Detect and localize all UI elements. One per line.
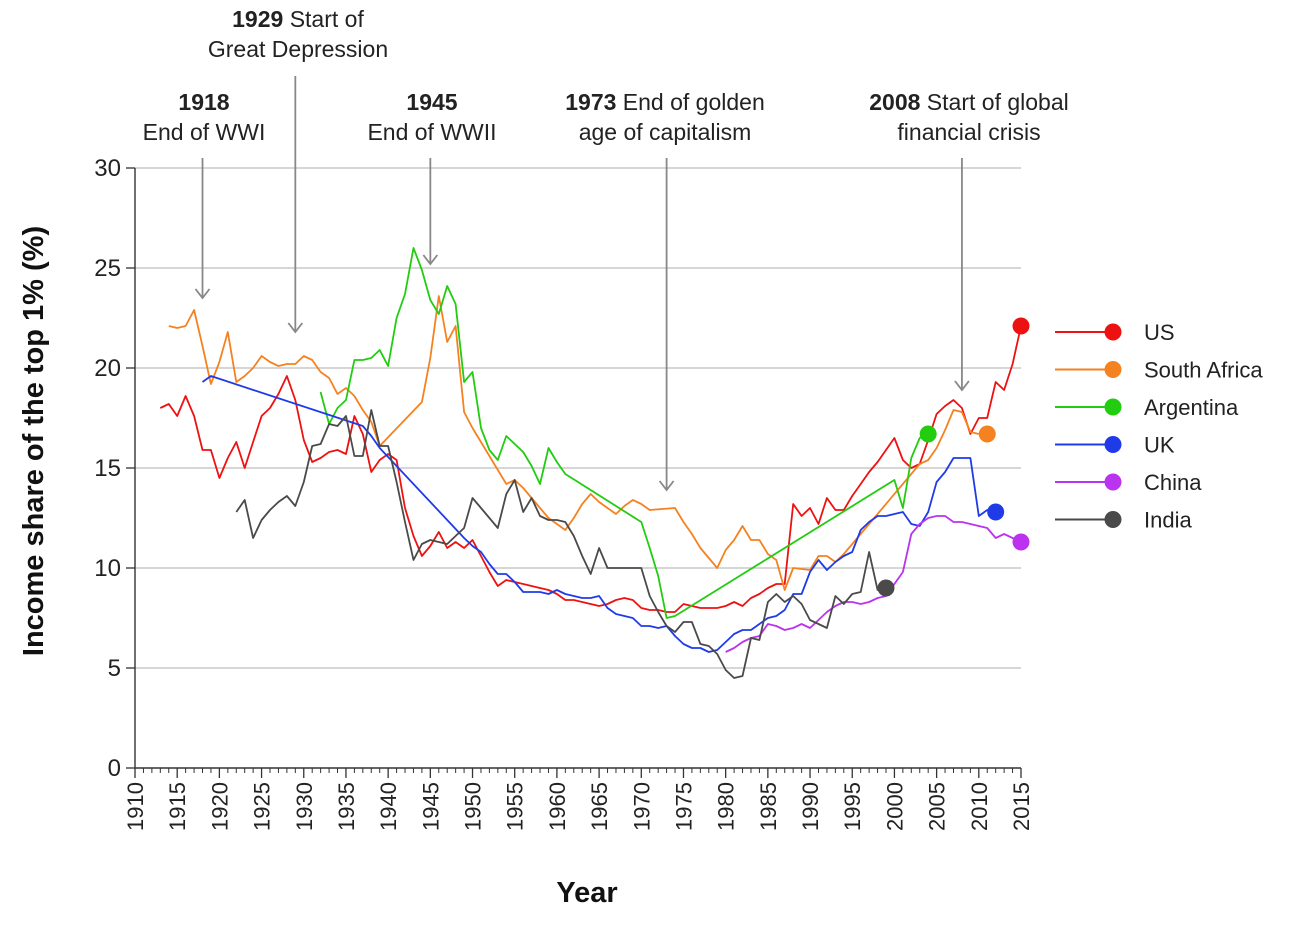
legend-marker-china — [1104, 473, 1122, 491]
series-line-india — [235, 409, 887, 679]
axes: 0 5 10 15 20 25 30 1910 1915 1920 1925 1930 1935 1940… — [94, 155, 1034, 831]
x-tick-label: 1975 — [671, 782, 696, 831]
annotation-arrowhead-1918 — [194, 288, 211, 300]
annotation-sublabel-1918: End of WWI — [143, 119, 266, 145]
x-tick-label: 1930 — [292, 782, 317, 831]
legend-label-argentina: Argentina — [1144, 395, 1239, 420]
x-tick-label: 1920 — [207, 782, 232, 831]
x-tick-label: 1970 — [629, 782, 654, 831]
x-tick-label: 1960 — [545, 782, 570, 831]
x-tick-label: 1935 — [334, 782, 359, 831]
legend-marker-argentina — [1104, 398, 1122, 416]
legend-label-china: China — [1144, 470, 1202, 495]
x-tick-label: 1990 — [798, 782, 823, 831]
x-tick-label: 1995 — [840, 782, 865, 831]
x-axis-label: Year — [556, 877, 617, 909]
series-line-south-africa — [168, 295, 980, 591]
series-line-china — [725, 515, 1022, 653]
legend-label-india: India — [1144, 508, 1192, 533]
y-axis-label: Income share of the top 1% (%) — [18, 226, 50, 656]
legend-marker-uk — [1104, 436, 1122, 453]
x-tick-label: 2005 — [925, 782, 950, 831]
end-marker-uk — [987, 503, 1005, 521]
x-tick-label: 1915 — [165, 782, 190, 831]
x-tick-label: 1955 — [503, 782, 528, 831]
x-tick-label: 1985 — [756, 782, 781, 831]
annotation-label-2008: 2008 Start of global — [869, 89, 1068, 115]
end-marker-south-africa — [978, 425, 996, 443]
x-tick-label: 1980 — [714, 782, 739, 831]
legend-marker-south-africa — [1104, 361, 1122, 378]
annotation-arrowhead-1973 — [658, 480, 675, 492]
legend-marker-india — [1104, 511, 1122, 528]
gridlines — [135, 167, 1021, 669]
series-line-us — [159, 325, 1022, 613]
annotations: 1918 End of WWI 1929 Start of Great Depress… — [143, 6, 1069, 492]
x-tick-label: 2000 — [882, 782, 907, 831]
x-tick-label: 1910 — [123, 782, 148, 831]
x-tick-label: 1925 — [250, 782, 275, 831]
legend-marker-us — [1104, 323, 1122, 341]
x-tick-label: 1950 — [461, 782, 486, 831]
end-marker-argentina — [919, 425, 937, 443]
annotation-sublabel-1929: Great Depression — [208, 36, 388, 62]
annotation-arrowhead-2008 — [954, 380, 970, 392]
x-tick-label: 1940 — [376, 782, 401, 831]
annotation-arrowhead-1945 — [422, 254, 439, 266]
series-lines — [159, 247, 1030, 679]
y-tick-label: 30 — [94, 155, 121, 182]
annotation-label-1945: 1945 — [406, 89, 457, 115]
series-line-uk — [201, 375, 996, 653]
x-tick-label: 2010 — [967, 782, 992, 831]
legend-label-south-africa: South Africa — [1144, 358, 1263, 383]
series-line-argentina — [319, 247, 929, 619]
y-tick-label: 25 — [94, 255, 121, 282]
y-tick-label: 5 — [108, 655, 121, 682]
end-marker-india — [877, 579, 895, 597]
annotation-sublabel-1973: age of capitalism — [579, 119, 752, 145]
annotation-label-1973: 1973 End of golden — [565, 89, 765, 115]
end-marker-us — [1012, 317, 1030, 335]
y-tick-label: 20 — [94, 355, 121, 382]
x-tick-label: 2015 — [1009, 782, 1034, 831]
annotation-arrowhead-1929 — [287, 322, 304, 334]
end-marker-china — [1012, 533, 1030, 551]
legend-label-us: US — [1144, 320, 1175, 345]
legend-label-uk: UK — [1144, 433, 1175, 458]
y-tick-label: 10 — [94, 555, 121, 582]
legend: US South Africa Argentina UK China India — [1055, 320, 1263, 533]
annotation-label-1929: 1929 Start of — [232, 6, 364, 32]
annotation-sublabel-1945: End of WWII — [367, 119, 496, 145]
x-tick-label: 1945 — [418, 782, 443, 831]
annotation-sublabel-2008: financial crisis — [897, 119, 1040, 145]
y-tick-label: 0 — [108, 755, 121, 782]
annotation-label-1918: 1918 — [178, 89, 229, 115]
x-tick-label: 1965 — [587, 782, 612, 831]
y-tick-label: 15 — [94, 455, 121, 482]
